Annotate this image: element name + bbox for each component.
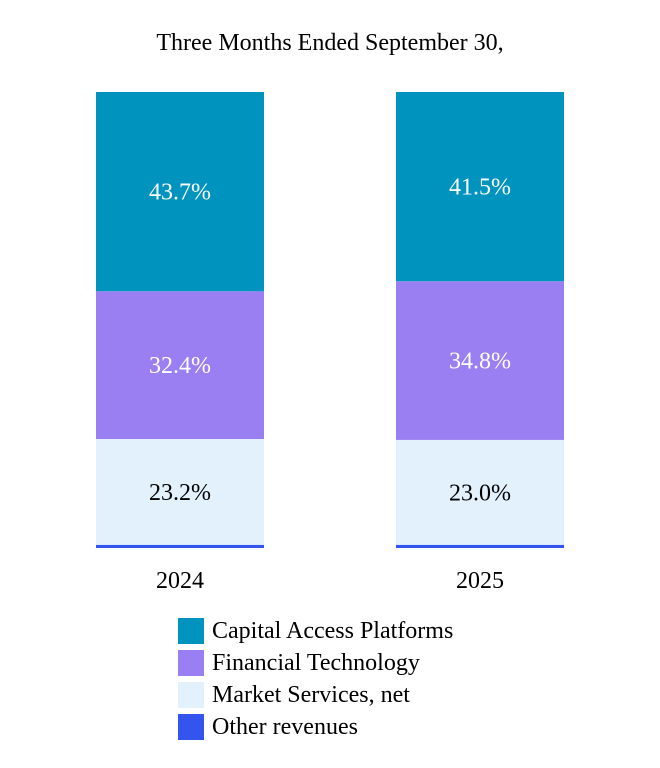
legend-swatch-financial-technology — [178, 650, 204, 676]
data-label-2024-market-services-net: 23.2% — [149, 480, 211, 506]
chart-title: Three Months Ended September 30, — [156, 30, 503, 56]
legend-label-financial-technology: Financial Technology — [212, 650, 420, 676]
x-tick-label-2024: 2024 — [156, 568, 204, 594]
legend-label-market-services-net: Market Services, net — [212, 682, 410, 708]
legend: Capital Access Platforms Financial Techno… — [178, 615, 453, 743]
bar-segment-2024-other-revenues — [96, 544, 264, 548]
x-axis-ticks: 2024 2025 — [156, 568, 504, 594]
bar-segment-2025-market-services-net — [396, 439, 564, 545]
bar-segment-2024-financial-technology — [96, 291, 264, 440]
data-label-2025-market-services-net: 23.0% — [449, 480, 511, 506]
bar-segment-2025-financial-technology — [396, 281, 564, 440]
legend-item-financial-technology: Financial Technology — [178, 647, 453, 679]
x-tick-label-2025: 2025 — [456, 568, 504, 594]
legend-swatch-market-services-net — [178, 682, 204, 708]
legend-swatch-capital-access-platforms — [178, 618, 204, 644]
bar-segment-2025-capital-access-platforms — [396, 92, 564, 282]
data-label-2024-financial-technology: 32.4% — [149, 353, 211, 379]
legend-item-capital-access-platforms: Capital Access Platforms — [178, 615, 453, 647]
legend-swatch-other-revenues — [178, 714, 204, 740]
bar-segment-2024-capital-access-platforms — [96, 92, 264, 292]
legend-item-other-revenues: Other revenues — [178, 711, 453, 743]
legend-label-capital-access-platforms: Capital Access Platforms — [212, 618, 454, 644]
data-label-2025-financial-technology: 34.8% — [449, 349, 511, 375]
bar-segment-2024-market-services-net — [96, 439, 264, 545]
legend-label-other-revenues: Other revenues — [212, 714, 358, 740]
data-label-2024-capital-access-platforms: 43.7% — [149, 180, 211, 206]
bars-layer: 23.2% 32.4% 43.7% 23.0% 34.8% 41.5% — [96, 92, 564, 548]
legend-item-market-services-net: Market Services, net — [178, 679, 453, 711]
data-label-2025-capital-access-platforms: 41.5% — [449, 175, 511, 201]
bar-segment-2025-other-revenues — [396, 544, 564, 548]
